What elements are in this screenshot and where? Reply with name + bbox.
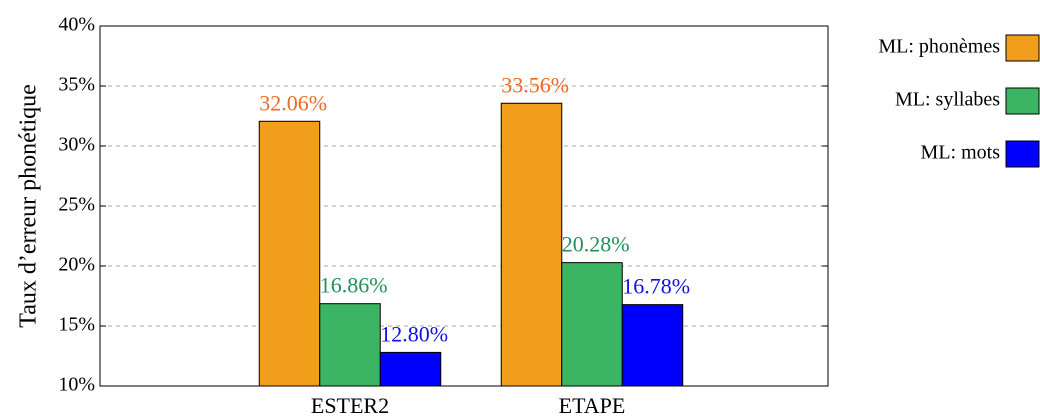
y-tick-label: 30% bbox=[58, 134, 95, 156]
plot-frame bbox=[99, 25, 829, 387]
x-tick-label: ESTER2 bbox=[311, 393, 389, 418]
legend-swatch bbox=[1005, 34, 1040, 62]
legend-label: ML: mots bbox=[921, 142, 1001, 164]
value-label: 16.78% bbox=[622, 274, 690, 299]
bar bbox=[319, 303, 381, 387]
y-tick-label: 10% bbox=[58, 374, 95, 396]
value-label: 20.28% bbox=[562, 232, 630, 257]
legend-swatch bbox=[1005, 87, 1040, 115]
legend-label: ML: phonèmes bbox=[878, 36, 1000, 58]
bar bbox=[621, 304, 684, 387]
y-tick-label: 35% bbox=[58, 74, 95, 96]
bar bbox=[561, 262, 623, 387]
legend-swatch bbox=[1005, 140, 1040, 168]
value-label: 16.86% bbox=[320, 273, 388, 298]
y-tick-label: 15% bbox=[58, 314, 95, 336]
bar bbox=[500, 102, 563, 387]
legend-label: ML: syllabes bbox=[895, 89, 1000, 111]
y-tick-label: 40% bbox=[58, 14, 95, 36]
value-label: 12.80% bbox=[380, 321, 448, 346]
value-label: 33.56% bbox=[501, 72, 569, 97]
y-tick-label: 25% bbox=[58, 194, 95, 216]
bar bbox=[258, 120, 321, 387]
x-tick-label: ETAPE bbox=[559, 393, 626, 418]
value-label: 32.06% bbox=[259, 90, 327, 115]
y-tick-label: 20% bbox=[58, 254, 95, 276]
y-axis-label: Taux d’erreur phonétique bbox=[16, 84, 42, 328]
bar bbox=[379, 351, 442, 387]
